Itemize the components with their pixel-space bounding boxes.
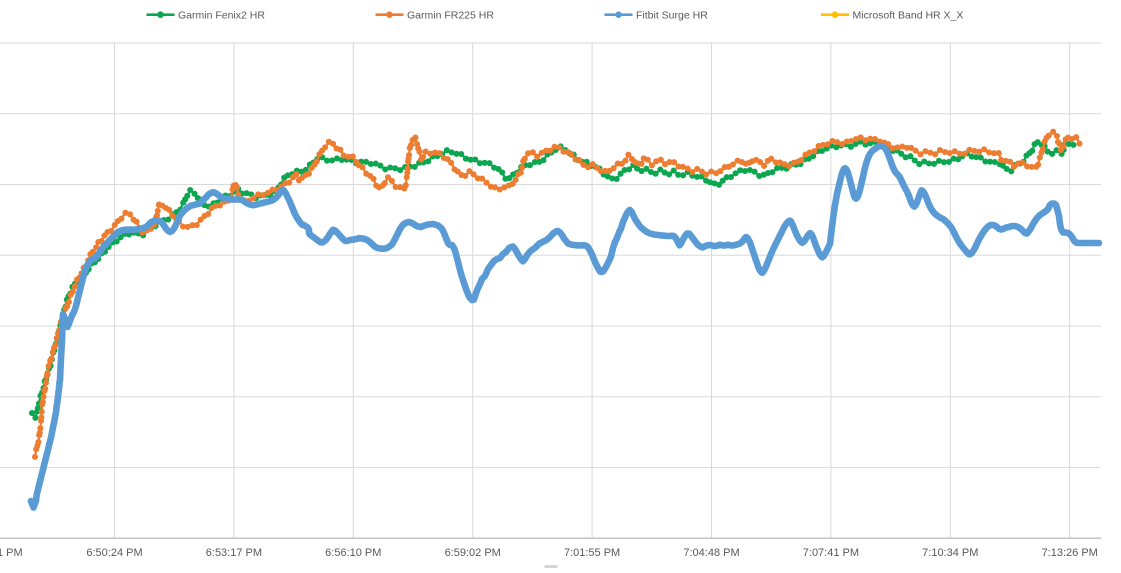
svg-text:6:53:17 PM: 6:53:17 PM bbox=[206, 547, 262, 559]
svg-text:7:10:34 PM: 7:10:34 PM bbox=[922, 547, 978, 559]
svg-text:7:01:55 PM: 7:01:55 PM bbox=[564, 547, 620, 559]
svg-text:7:04:48 PM: 7:04:48 PM bbox=[683, 547, 739, 559]
svg-text:6:56:10 PM: 6:56:10 PM bbox=[325, 547, 381, 559]
svg-text:Fitbit Surge HR: Fitbit Surge HR bbox=[636, 10, 708, 22]
svg-text:Microsoft Band HR X_X: Microsoft Band HR X_X bbox=[853, 10, 964, 22]
svg-text:Garmin FR225 HR: Garmin FR225 HR bbox=[407, 10, 494, 22]
svg-text:6:47:31 PM: 6:47:31 PM bbox=[0, 547, 23, 559]
svg-text:Garmin Fenix2 HR: Garmin Fenix2 HR bbox=[178, 10, 265, 22]
svg-text:6:59:02 PM: 6:59:02 PM bbox=[445, 547, 501, 559]
svg-text:6:50:24 PM: 6:50:24 PM bbox=[86, 547, 142, 559]
svg-text:7:13:26 PM: 7:13:26 PM bbox=[1042, 547, 1098, 559]
svg-text:7:07:41 PM: 7:07:41 PM bbox=[803, 547, 859, 559]
